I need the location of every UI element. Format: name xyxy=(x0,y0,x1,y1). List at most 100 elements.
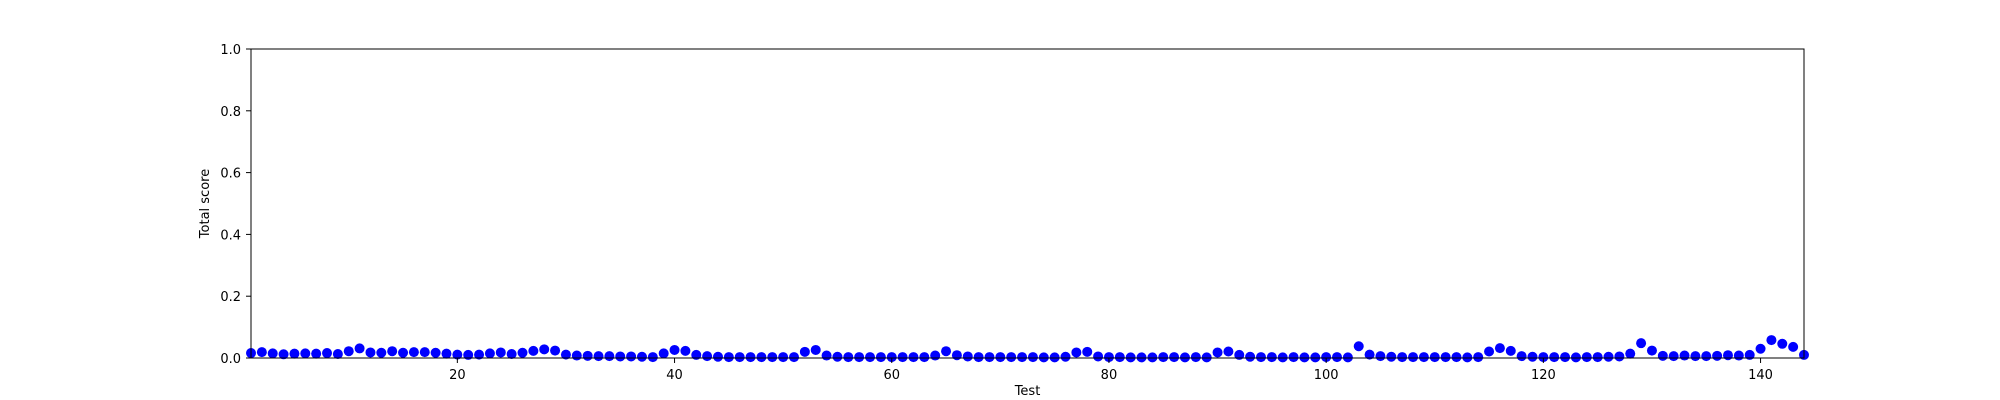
data-point xyxy=(1321,352,1332,363)
data-point xyxy=(734,352,745,363)
data-point xyxy=(1462,352,1473,363)
data-point xyxy=(680,345,691,356)
data-point xyxy=(745,352,756,363)
data-point xyxy=(1766,335,1777,346)
data-point xyxy=(1082,346,1093,357)
data-point xyxy=(1733,350,1744,361)
data-point xyxy=(1505,345,1516,356)
data-point xyxy=(1451,352,1462,363)
data-point xyxy=(789,352,800,363)
data-point xyxy=(1657,350,1668,361)
data-point xyxy=(908,352,919,363)
data-point xyxy=(1690,351,1701,362)
y-tick-label: 1.0 xyxy=(220,43,241,58)
data-point xyxy=(1701,351,1712,362)
data-point xyxy=(1234,349,1245,360)
y-tick-label: 0.4 xyxy=(220,228,241,243)
data-point xyxy=(441,348,452,359)
data-point xyxy=(1125,352,1136,363)
data-point xyxy=(1201,352,1212,363)
data-point xyxy=(669,344,680,355)
data-point xyxy=(300,348,311,359)
data-point xyxy=(951,350,962,361)
data-point xyxy=(962,351,973,362)
data-point xyxy=(1212,347,1223,358)
data-point xyxy=(1494,343,1505,354)
data-point xyxy=(1114,352,1125,363)
data-point xyxy=(1223,346,1234,357)
data-point xyxy=(1071,347,1082,358)
data-point xyxy=(398,347,409,358)
y-axis: 0.0 0.2 0.4 0.6 0.8 1.0 xyxy=(220,43,251,367)
data-point xyxy=(463,349,474,360)
data-point xyxy=(1017,352,1028,363)
data-point xyxy=(1440,352,1451,363)
data-point xyxy=(756,352,767,363)
data-point xyxy=(256,347,267,358)
data-point xyxy=(1679,350,1690,361)
data-point xyxy=(1190,352,1201,363)
data-point xyxy=(626,351,637,362)
data-point xyxy=(1179,352,1190,363)
data-point xyxy=(267,348,278,359)
data-point xyxy=(1755,343,1766,354)
data-point xyxy=(1527,351,1538,362)
data-point xyxy=(1777,338,1788,349)
data-point xyxy=(1712,350,1723,361)
data-point xyxy=(810,344,821,355)
data-point xyxy=(941,346,952,357)
data-point xyxy=(1516,351,1527,362)
data-point xyxy=(647,352,658,363)
data-point xyxy=(1353,341,1364,352)
data-point xyxy=(1614,351,1625,362)
data-point xyxy=(875,352,886,363)
data-point xyxy=(865,352,876,363)
data-point xyxy=(702,351,713,362)
x-tick-label: 40 xyxy=(666,368,683,383)
data-point xyxy=(1429,352,1440,363)
data-point xyxy=(571,350,582,361)
data-point xyxy=(1049,352,1060,363)
data-point xyxy=(1560,352,1571,363)
data-point xyxy=(1006,352,1017,363)
data-point xyxy=(1788,341,1799,352)
data-point xyxy=(278,349,289,360)
data-point xyxy=(1255,352,1266,363)
data-point xyxy=(1484,346,1495,357)
data-point xyxy=(1158,352,1169,363)
data-point xyxy=(1093,351,1104,362)
data-point xyxy=(430,347,441,358)
y-tick-label: 0.0 xyxy=(220,352,241,367)
data-point xyxy=(289,348,300,359)
data-point xyxy=(1636,338,1647,349)
data-point xyxy=(495,347,506,358)
data-point xyxy=(365,347,376,358)
y-tick-label: 0.6 xyxy=(220,167,241,182)
data-point xyxy=(691,349,702,360)
data-point xyxy=(1332,352,1343,363)
data-point xyxy=(723,352,734,363)
data-point xyxy=(843,352,854,363)
data-point xyxy=(1570,352,1581,363)
data-point xyxy=(1060,351,1071,362)
data-point xyxy=(1038,352,1049,363)
data-point xyxy=(387,346,398,357)
data-point xyxy=(354,343,365,354)
data-point xyxy=(1375,351,1386,362)
data-point xyxy=(343,346,354,357)
data-point xyxy=(322,348,333,359)
data-point xyxy=(1397,352,1408,363)
data-point xyxy=(560,349,571,360)
data-point xyxy=(528,345,539,356)
data-point xyxy=(799,346,810,357)
points-layer xyxy=(246,335,1809,363)
data-point xyxy=(1245,351,1256,362)
data-point xyxy=(712,351,723,362)
y-tick-label: 0.2 xyxy=(220,290,241,305)
data-point xyxy=(897,352,908,363)
data-point xyxy=(658,348,669,359)
data-point xyxy=(1646,345,1657,356)
data-point xyxy=(1473,352,1484,363)
data-point xyxy=(1147,352,1158,363)
data-point xyxy=(984,352,995,363)
